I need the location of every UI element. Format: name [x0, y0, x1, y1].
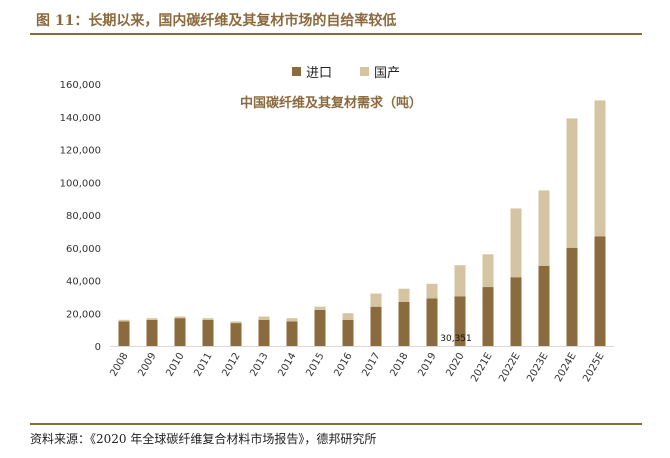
bar-import [426, 298, 438, 346]
bar-domestic [286, 318, 298, 322]
legend-label-domestic: 国产 [374, 66, 401, 81]
y-tick-label: 40,000 [66, 277, 101, 288]
bar-import [230, 323, 242, 346]
legend-item-import: 进口 [292, 62, 332, 81]
x-tick-label: 2010 [164, 351, 186, 379]
bar-domestic [174, 316, 186, 319]
x-tick-label: 2021E [469, 351, 494, 384]
y-tick-label: 80,000 [66, 211, 101, 222]
bar-import [538, 265, 550, 346]
bar-import [286, 321, 298, 346]
bar-domestic [342, 313, 354, 320]
y-tick-label: 20,000 [66, 309, 101, 320]
bar-domestic [258, 316, 270, 320]
bar-import [594, 236, 606, 346]
x-tick-label: 2009 [136, 351, 158, 379]
x-tick-label: 2012 [220, 351, 242, 379]
bar-import [118, 321, 130, 346]
y-tick-label: 0 [95, 342, 101, 353]
bar-import [370, 306, 382, 346]
legend-label-import: 进口 [306, 66, 333, 81]
x-tick-label: 2025E [581, 351, 606, 384]
bar-domestic [510, 208, 522, 278]
bar-domestic [398, 288, 410, 302]
x-tick-label: 2022E [497, 351, 522, 384]
chart-title: 中国碳纤维及其复材需求（吨） [240, 96, 423, 111]
x-tick-label: 2017 [360, 351, 382, 379]
bar-domestic [566, 118, 578, 248]
bottom-rule [30, 423, 642, 425]
bar-domestic [230, 321, 242, 324]
bar-domestic [146, 318, 158, 320]
bar-domestic [482, 254, 494, 288]
y-tick-label: 140,000 [60, 113, 101, 124]
legend-swatch-domestic [360, 67, 370, 76]
bar-import [202, 319, 214, 346]
bar-import [566, 247, 578, 346]
x-tick-label: 2011 [192, 351, 214, 379]
x-tick-label: 2013 [248, 351, 270, 379]
x-tick-label: 2020 [444, 351, 466, 379]
x-tick-label: 2019 [416, 351, 438, 379]
bar-domestic [202, 318, 214, 320]
bar-import [510, 277, 522, 346]
chart-legend: 进口 国产 [292, 62, 422, 81]
bar-domestic [426, 283, 438, 299]
x-tick-label: 2014 [276, 351, 298, 379]
bar-domestic [538, 190, 550, 266]
bar-import [174, 318, 186, 346]
y-tick-label: 60,000 [66, 244, 101, 255]
x-tick-label: 2023E [525, 351, 550, 384]
y-tick-label: 160,000 [60, 80, 101, 91]
y-tick-label: 100,000 [60, 178, 101, 189]
bar-import [314, 309, 326, 346]
bar-domestic [370, 293, 382, 307]
data-label: 30,351 [440, 334, 472, 344]
x-tick-label: 2016 [332, 351, 354, 379]
bar-import [482, 287, 494, 346]
figure-source: 资料来源：《2020 年全球碳纤维复合材料市场报告》，德邦研究所 [30, 432, 377, 446]
x-tick-label: 2008 [108, 351, 130, 379]
bar-domestic [454, 265, 466, 297]
legend-item-domestic: 国产 [360, 62, 400, 81]
legend-swatch-import [292, 67, 301, 76]
x-tick-label: 2018 [388, 351, 410, 379]
bar-import [342, 319, 354, 346]
y-tick-label: 120,000 [60, 146, 101, 157]
x-tick-label: 2015 [304, 351, 326, 379]
bar-import [454, 296, 466, 346]
x-tick-label: 2024E [553, 351, 578, 384]
bar-domestic [118, 319, 130, 322]
top-rule [30, 33, 642, 35]
bar-import [258, 319, 270, 346]
figure-title: 图 11：长期以来，国内碳纤维及其复材市场的自给率较低 [36, 13, 397, 29]
bar-import [146, 319, 158, 346]
bar-domestic [314, 306, 326, 310]
bar-domestic [594, 100, 606, 237]
bar-import [398, 301, 410, 346]
